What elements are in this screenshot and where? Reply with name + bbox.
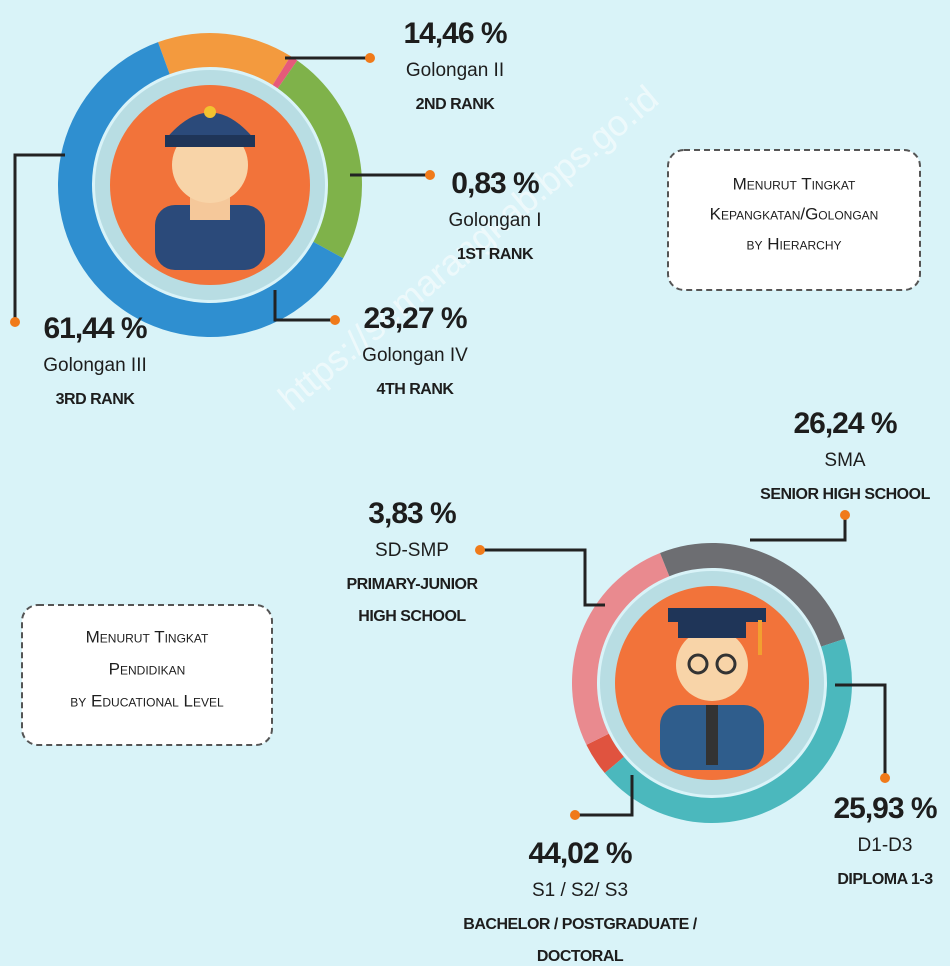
category-label: SD-SMP — [375, 540, 449, 561]
connector-dot — [880, 773, 890, 783]
connector — [480, 548, 605, 607]
hierarchy-box — [667, 149, 921, 291]
connector-dot — [365, 53, 375, 63]
connector-dot — [570, 810, 580, 820]
connector — [13, 153, 65, 322]
donut-segment — [660, 543, 845, 647]
donut-segment — [277, 60, 362, 259]
category-label: D1-D3 — [858, 835, 913, 856]
category-description: SENIOR HIGH SCHOOL — [760, 486, 930, 503]
donut-segment — [604, 638, 853, 824]
category-label: Golongan II — [406, 60, 504, 81]
value-label: 3,83 % — [368, 497, 456, 530]
category-description: BACHELOR / POSTGRADUATE / — [463, 916, 697, 933]
value-label: 25,93 % — [833, 792, 936, 825]
donut-segment — [572, 552, 670, 745]
value-label: 44,02 % — [528, 837, 631, 870]
category-label: Golongan III — [43, 355, 147, 376]
value-label: 61,44 % — [43, 312, 146, 345]
donut-segment — [272, 56, 298, 89]
category-label: Golongan IV — [362, 345, 468, 366]
connector-dot — [475, 545, 485, 555]
category-description: DIPLOMA 1-3 — [837, 871, 933, 888]
category-description: 4TH RANK — [377, 381, 455, 398]
graduate-icon — [600, 571, 824, 795]
value-label: 0,83 % — [451, 167, 539, 200]
box-text: Kepangkatan/Golongan — [710, 204, 879, 223]
connector-dot — [840, 510, 850, 520]
category-label: SMA — [824, 450, 866, 471]
category-description: 1ST RANK — [457, 246, 534, 263]
connector — [750, 515, 847, 542]
education-box — [21, 604, 273, 746]
connector — [273, 290, 335, 322]
category-description: 2ND RANK — [416, 96, 496, 113]
value-label: 23,27 % — [363, 302, 466, 335]
connector — [835, 683, 887, 778]
box-text: Pendidikan — [109, 659, 186, 678]
category-description: HIGH SCHOOL — [358, 608, 466, 625]
connector-dot — [10, 317, 20, 327]
connector-dot — [425, 170, 435, 180]
category-description: DOCTORAL — [537, 948, 624, 965]
category-label: S1 / S2/ S3 — [532, 880, 628, 901]
box-text: Menurut Tingkat — [86, 627, 209, 646]
box-text: Menurut Tingkat — [733, 174, 856, 193]
officer-icon — [95, 70, 325, 300]
donut-segment — [158, 33, 291, 85]
category-label: Golongan I — [449, 210, 542, 231]
category-description: 3RD RANK — [56, 391, 136, 408]
value-label: 14,46 % — [403, 17, 506, 50]
value-label: 26,24 % — [793, 407, 896, 440]
connector — [575, 775, 634, 817]
box-text: by Educational Level — [70, 691, 224, 710]
category-description: PRIMARY-JUNIOR — [346, 576, 478, 593]
donut-segment — [586, 733, 624, 773]
box-text: by Hierarchy — [746, 234, 841, 253]
connector-dot — [330, 315, 340, 325]
